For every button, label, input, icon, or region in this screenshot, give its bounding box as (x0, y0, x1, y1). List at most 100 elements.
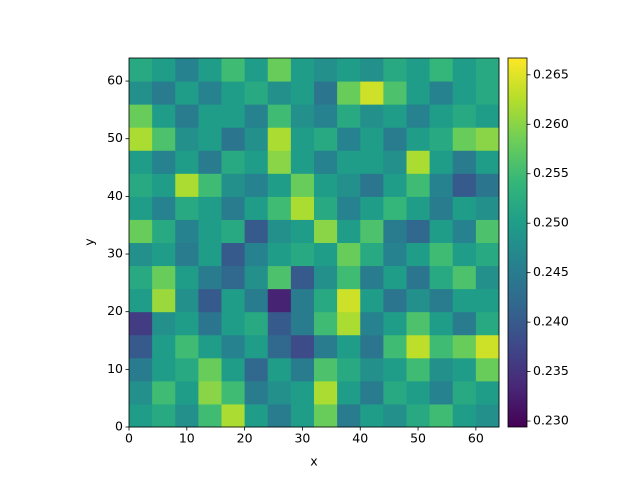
heat-cell (152, 81, 176, 105)
heat-cell (290, 380, 315, 405)
heat-cell (383, 265, 407, 290)
heat-cell (406, 127, 431, 151)
heat-cell (360, 334, 384, 359)
heat-cell (429, 403, 454, 428)
heat-cell (267, 150, 292, 174)
heat-cell (267, 380, 292, 405)
heat-cell (475, 403, 500, 428)
heat-cell (475, 242, 500, 267)
heat-cell (152, 380, 176, 405)
colorbar-tick-label: 0.250 (533, 215, 569, 230)
heat-cell (429, 380, 454, 405)
heat-cell (406, 242, 431, 267)
x-tick-label: 60 (468, 431, 484, 446)
heat-cell (475, 150, 500, 174)
heat-cell (475, 219, 500, 243)
heat-cell (314, 81, 338, 105)
heat-cell (406, 219, 431, 243)
heat-cell (314, 127, 338, 151)
heat-cell (452, 81, 477, 105)
heat-cell (290, 196, 315, 220)
heat-cell (452, 311, 477, 336)
heat-cell (383, 196, 407, 220)
heat-cell (267, 265, 292, 290)
heat-cell (360, 150, 384, 174)
heat-cell (429, 219, 454, 243)
heat-cell (152, 196, 176, 220)
heat-cell (267, 196, 292, 220)
heat-cell (337, 380, 361, 405)
colorbar-tick-label: 0.265 (533, 66, 569, 81)
heat-cell (198, 311, 222, 336)
heat-cell (221, 311, 246, 336)
heat-cell (314, 265, 338, 290)
heat-cell (175, 242, 199, 267)
heat-cell (429, 196, 454, 220)
heat-cell (452, 219, 477, 243)
heat-cell (452, 196, 477, 220)
heat-cell (383, 311, 407, 336)
heat-cell (129, 311, 153, 336)
heat-cell (244, 127, 269, 151)
heat-cell (383, 173, 407, 197)
colorbar-tick-label: 0.240 (533, 314, 569, 329)
heat-cell (152, 357, 176, 382)
colorbar-tick-label: 0.260 (533, 116, 569, 131)
heat-cell (475, 380, 500, 405)
heat-cell (267, 311, 292, 336)
x-tick-label: 30 (294, 431, 310, 446)
plot-frame (128, 57, 500, 428)
heat-cell (383, 81, 407, 105)
y-tick-label: 0 (115, 419, 123, 434)
heat-cell (152, 219, 176, 243)
heat-cell (129, 104, 153, 128)
heat-cell (244, 58, 269, 82)
y-tick-label: 30 (107, 246, 123, 261)
heat-cell (198, 127, 222, 151)
heat-cell (129, 196, 153, 220)
heat-cell (452, 173, 477, 197)
heat-cell (129, 288, 153, 313)
heat-cell (429, 58, 454, 82)
heat-cell (383, 380, 407, 405)
heat-cell (221, 173, 246, 197)
heat-cell (475, 104, 500, 128)
heat-cell (475, 265, 500, 290)
heat-cell (475, 288, 500, 313)
heat-cell (198, 219, 222, 243)
y-axis-label: y (82, 238, 97, 246)
heat-cell (175, 173, 199, 197)
heat-cell (198, 334, 222, 359)
heat-cell (244, 311, 269, 336)
heat-cell (221, 242, 246, 267)
heat-cell (452, 380, 477, 405)
heat-cell (429, 173, 454, 197)
heat-cell (360, 357, 384, 382)
y-tick-label: 50 (107, 130, 123, 145)
heat-cell (337, 173, 361, 197)
heat-cell (406, 150, 431, 174)
heat-cell (152, 173, 176, 197)
heat-cell (198, 357, 222, 382)
heat-cell (290, 219, 315, 243)
heat-cell (152, 334, 176, 359)
heat-cell (267, 334, 292, 359)
heat-cell (221, 104, 246, 128)
heat-cell (475, 58, 500, 82)
heat-cell (152, 127, 176, 151)
heat-cell (383, 104, 407, 128)
heat-cell (198, 403, 222, 428)
heat-cell (221, 58, 246, 82)
heat-cell (452, 150, 477, 174)
heat-cell (337, 104, 361, 128)
heat-cell (198, 58, 222, 82)
heat-cell (244, 196, 269, 220)
heat-cell (267, 104, 292, 128)
heat-cell (290, 311, 315, 336)
heat-cell (360, 311, 384, 336)
y-tick-label: 10 (107, 361, 123, 376)
heat-cell (314, 334, 338, 359)
x-tick-label: 50 (410, 431, 426, 446)
x-axis-label: x (310, 454, 317, 469)
heat-cell (360, 242, 384, 267)
